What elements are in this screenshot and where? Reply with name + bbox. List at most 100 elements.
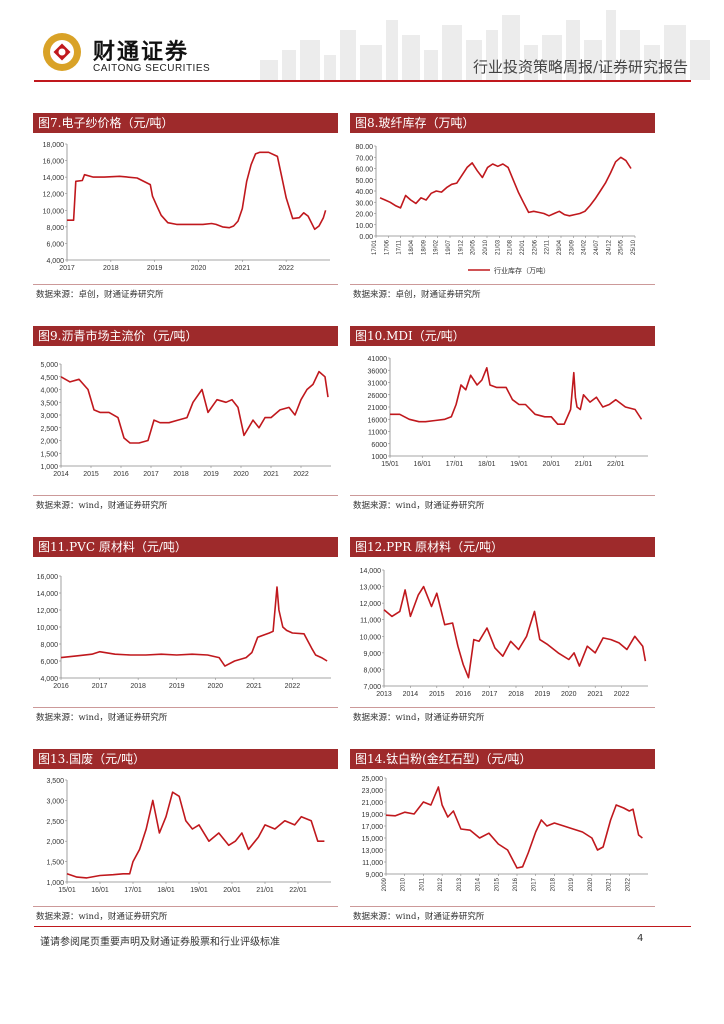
- x-tick-label: 19/02: [434, 239, 440, 255]
- chart-titanium-dioxide-price: 9,000 11,000 13,000 15,000 17,000 19,000 21,00…: [362, 776, 648, 891]
- y-tick-label: 10,000: [360, 634, 382, 641]
- x-tick-label: 24/12: [606, 239, 612, 255]
- y-tick-label: 6000: [371, 442, 387, 449]
- figure-10-title: 图10.MDI（元/吨）: [350, 326, 655, 346]
- x-tick-label: 2011: [419, 877, 425, 891]
- y-tick-label: 15,000: [362, 836, 384, 843]
- chart-pvc-price: 4,000 6,000 8,000 10,000 12,000 14,000 16,000 2…: [37, 574, 331, 690]
- figure-9-title: 图9.沥青市场主流价（元/吨）: [33, 326, 338, 346]
- y-tick-label: 4,000: [46, 258, 64, 265]
- series-line: [379, 156, 632, 217]
- figure-11-title: 图11.PVC 原材料（元/吨）: [33, 537, 338, 557]
- x-tick-label: 23/09: [569, 239, 575, 255]
- x-tick-label: 2013: [457, 877, 463, 891]
- x-tick-label: 20/10: [483, 239, 489, 255]
- source-divider: [350, 495, 655, 496]
- x-tick-label: 2015: [429, 691, 445, 696]
- y-tick-label: 11000: [368, 430, 387, 437]
- y-tick-label: 3,500: [40, 400, 58, 407]
- y-tick-label: 0.00: [359, 234, 373, 241]
- page-number: 4: [637, 933, 644, 944]
- figure-14-title: 图14.钛白粉(金红石型)（元/吨）: [350, 749, 655, 769]
- x-tick-label: 2022: [285, 683, 301, 690]
- y-tick-label: 12,000: [360, 601, 382, 608]
- x-tick-label: 2021: [587, 691, 603, 696]
- figure-7-source: 数据来源：卓创，财通证券研究所: [36, 290, 164, 300]
- legend-label: 行业库存（万吨）: [494, 266, 550, 275]
- x-tick-label: 2020: [561, 691, 577, 696]
- x-tick-label: 17/06: [384, 239, 390, 255]
- y-tick-label: 70.00: [355, 155, 373, 162]
- y-tick-label: 2,500: [46, 819, 64, 826]
- y-tick-label: 31000: [368, 381, 388, 388]
- series-line: [385, 786, 643, 869]
- x-tick-label: 15/01: [58, 887, 76, 894]
- y-tick-label: 20.00: [355, 212, 373, 219]
- y-tick-label: 1,500: [40, 451, 58, 458]
- x-tick-label: 20/01: [223, 887, 241, 894]
- y-tick-label: 11,000: [360, 618, 381, 625]
- y-tick-label: 36000: [368, 368, 388, 375]
- x-tick-label: 22/11: [545, 239, 551, 254]
- y-tick-label: 7,000: [363, 684, 381, 691]
- y-tick-label: 19,000: [362, 812, 384, 819]
- figure-13-source: 数据来源：wind，财通证券研究所: [36, 912, 168, 922]
- x-tick-label: 2014: [476, 877, 482, 891]
- x-tick-label: 25/05: [619, 239, 625, 255]
- y-tick-label: 8,000: [40, 642, 58, 649]
- x-tick-label: 2015: [494, 877, 500, 891]
- x-tick-label: 22/01: [289, 887, 307, 894]
- x-tick-label: 2012: [438, 877, 444, 891]
- y-tick-label: 30.00: [355, 200, 373, 207]
- x-tick-label: 2013: [376, 691, 392, 696]
- y-tick-label: 16,000: [37, 574, 59, 581]
- x-tick-label: 20/01: [542, 461, 560, 468]
- x-tick-label: 2015: [83, 471, 99, 478]
- x-tick-label: 21/01: [575, 461, 593, 468]
- x-tick-label: 2018: [130, 683, 146, 690]
- source-divider: [33, 707, 338, 708]
- x-tick-label: 24/02: [582, 239, 588, 255]
- y-tick-label: 8,000: [46, 225, 64, 232]
- figure-14-source: 数据来源：wind，财通证券研究所: [353, 912, 485, 922]
- y-tick-label: 9,000: [365, 872, 383, 879]
- x-tick-label: 20/05: [471, 239, 477, 255]
- y-tick-label: 17,000: [362, 824, 384, 831]
- source-divider: [33, 906, 338, 907]
- chart-asphalt-price: 1,000 1,500 2,000 2,500 3,000 3,500 4,000 4,500…: [40, 362, 331, 478]
- y-tick-label: 41000: [368, 356, 388, 363]
- x-tick-label: 15/01: [381, 461, 399, 468]
- y-tick-label: 2,000: [40, 439, 58, 446]
- x-tick-label: 2018: [550, 877, 556, 891]
- y-tick-label: 10,000: [43, 208, 65, 215]
- caitong-logo-icon: [43, 33, 81, 71]
- y-tick-label: 4,000: [40, 388, 58, 395]
- y-tick-label: 26000: [368, 393, 388, 400]
- y-tick-label: 21,000: [362, 800, 384, 807]
- x-tick-label: 21/03: [495, 239, 501, 255]
- y-tick-label: 1,000: [40, 464, 58, 471]
- source-divider: [350, 707, 655, 708]
- y-tick-label: 4,000: [40, 676, 58, 683]
- x-tick-label: 2017: [59, 265, 75, 272]
- y-tick-label: 12,000: [43, 192, 65, 199]
- y-tick-label: 2,500: [40, 426, 58, 433]
- y-tick-label: 25,000: [362, 776, 384, 783]
- figure-8-source: 数据来源：卓创，财通证券研究所: [353, 290, 481, 300]
- x-tick-label: 2010: [401, 877, 407, 891]
- x-tick-label: 2016: [53, 683, 69, 690]
- x-tick-label: 2017: [92, 683, 108, 690]
- x-tick-label: 19/07: [446, 239, 452, 255]
- chart-glass-fiber-inventory: 0.00 10.00 20.00 30.00 40.00 50.00 60.00 70.00 8…: [355, 144, 637, 275]
- y-tick-label: 5,000: [40, 362, 58, 369]
- x-tick-label: 18/09: [421, 239, 427, 255]
- x-tick-label: 23/04: [557, 239, 563, 255]
- x-tick-label: 21/01: [256, 887, 274, 894]
- x-tick-label: 2018: [173, 471, 189, 478]
- series-line: [67, 151, 327, 231]
- y-tick-label: 1,000: [46, 880, 64, 887]
- series-line: [60, 586, 328, 667]
- y-tick-label: 10.00: [355, 223, 373, 230]
- x-tick-label: 19/12: [458, 239, 464, 255]
- page-header: 财通证券 CAITONG SECURITIES 行业投资策略周报/证券研究报告: [0, 0, 724, 86]
